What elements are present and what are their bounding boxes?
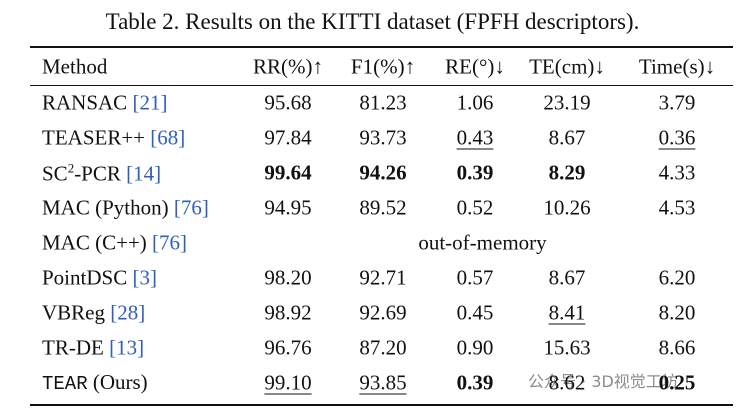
value-cell: 93.73 [359, 125, 407, 150]
value-cell: 0.90 [456, 335, 494, 360]
value-cell: 98.20 [264, 265, 312, 290]
method-cell: TEASER++ [68] [42, 125, 186, 150]
value-cell: 0.39 [456, 370, 494, 395]
method-name: MAC (C++) [42, 230, 153, 255]
citation: [76] [173, 195, 209, 220]
citation: [3] [132, 265, 157, 290]
method-cell: MAC (Python) [76] [42, 195, 209, 220]
value-cell: 97.84 [264, 125, 312, 150]
value-cell: 0.45 [456, 300, 494, 325]
value-cell: 0.39 [456, 160, 494, 185]
method-cell: TEAR (Ours) [42, 372, 148, 394]
value-cell: 95.68 [264, 90, 312, 115]
header-cell: RE(°)↓ [445, 54, 505, 79]
value-cell: 6.20 [658, 265, 696, 290]
value-cell: 81.23 [359, 90, 407, 115]
header-cell: TE(cm)↓ [529, 54, 605, 79]
spanning-cell: out-of-memory [418, 230, 547, 255]
header-cell: Method [42, 54, 108, 79]
method-name: TEAR [42, 373, 88, 395]
citation: [14] [126, 161, 162, 186]
method-name: SC [42, 161, 68, 186]
method-name: MAC (Python) [42, 195, 174, 220]
value-cell: 96.76 [264, 335, 312, 360]
method-cell: MAC (C++) [76] [42, 230, 188, 255]
value-cell: 10.26 [543, 195, 591, 220]
method-name: RANSAC [42, 90, 133, 115]
citation: [68] [150, 125, 186, 150]
value-cell: 0.52 [456, 195, 494, 220]
method-cell: VBReg [28] [42, 300, 146, 325]
value-cell: 8.67 [548, 125, 586, 150]
value-cell: 8.29 [548, 160, 586, 185]
value-cell: 8.67 [548, 265, 586, 290]
value-cell: 23.19 [543, 90, 591, 115]
value-cell: 0.57 [456, 265, 494, 290]
method-cell: SC2-PCR [14] [42, 162, 161, 185]
method-name: TR-DE [42, 335, 110, 360]
citation: [76] [152, 230, 188, 255]
value-cell: 99.10 [264, 370, 312, 395]
method-name: PointDSC [42, 265, 133, 290]
value-cell: 8.20 [658, 300, 696, 325]
value-cell: 3.79 [658, 90, 696, 115]
table-caption: Table 2. Results on the KITTI dataset (F… [105, 9, 640, 34]
value-cell: 15.63 [543, 335, 591, 360]
method-cell: RANSAC [21] [42, 90, 168, 115]
header-cell: F1(%)↑ [350, 54, 416, 79]
value-cell: 0.25 [658, 370, 696, 395]
value-cell: 94.26 [359, 160, 407, 185]
method-name: TEASER++ [42, 125, 151, 150]
value-cell: 98.92 [264, 300, 312, 325]
method-cell: PointDSC [3] [42, 265, 157, 290]
value-cell: 4.33 [658, 160, 696, 185]
citation: [28] [110, 300, 146, 325]
value-cell: 0.43 [456, 125, 494, 150]
value-cell: 4.53 [658, 195, 696, 220]
method-name: VBReg [42, 300, 111, 325]
value-cell: 92.69 [359, 300, 407, 325]
value-cell: 1.06 [456, 90, 494, 115]
bottom-rule [30, 404, 733, 406]
method-cell: TR-DE [13] [42, 335, 145, 360]
value-cell: 89.52 [359, 195, 407, 220]
header-rule [30, 85, 733, 86]
header-cell: RR(%)↑ [253, 54, 323, 79]
value-cell: 93.85 [359, 370, 407, 395]
value-cell: 8.66 [658, 335, 696, 360]
value-cell: 99.64 [264, 160, 312, 185]
top-rule [30, 46, 733, 48]
citation: [21] [132, 90, 168, 115]
method-name: 2 [67, 160, 75, 176]
watermark: 公众号 · 3D视觉工坊 [528, 372, 678, 391]
value-cell: 0.36 [658, 125, 696, 150]
header-cell: Time(s)↓ [638, 54, 716, 79]
value-cell: 8.41 [548, 300, 586, 325]
citation: [13] [109, 335, 145, 360]
value-cell: 87.20 [359, 335, 407, 360]
method-name: -PCR [74, 161, 127, 186]
value-cell: 94.95 [264, 195, 312, 220]
method-name: (Ours) [87, 370, 148, 394]
value-cell: 8.62 [548, 370, 586, 395]
value-cell: 92.71 [359, 265, 407, 290]
